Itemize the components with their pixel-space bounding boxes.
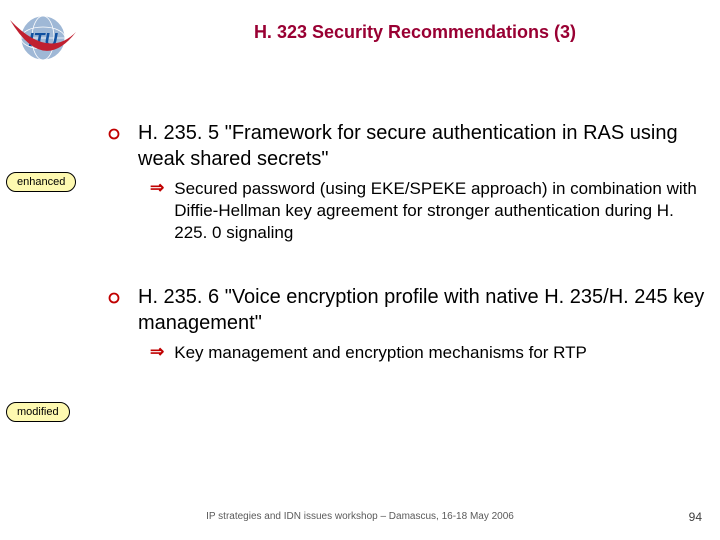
sub-item: ⇒ Key management and encryption mechanis… (150, 342, 710, 364)
footer-text: IP strategies and IDN issues workshop – … (0, 511, 720, 522)
bullet-text: H. 235. 6 "Voice encryption profile with… (138, 284, 710, 336)
sub-item: ⇒ Secured password (using EKE/SPEKE appr… (150, 178, 710, 244)
arrow-icon: ⇒ (150, 178, 164, 198)
circle-bullet-icon (108, 127, 120, 145)
bullet-item: H. 235. 5 "Framework for secure authenti… (0, 120, 710, 172)
slide-title-text: H. 323 Security Recommendations (3) (254, 22, 576, 42)
itu-logo: ITU (8, 10, 78, 80)
circle-bullet-icon (108, 291, 120, 309)
arrow-icon: ⇒ (150, 342, 164, 362)
badge-modified: modified (6, 402, 70, 422)
bullet-text: H. 235. 5 "Framework for secure authenti… (138, 120, 710, 172)
content-area: H. 235. 5 "Framework for secure authenti… (0, 120, 710, 386)
page-number: 94 (689, 510, 702, 524)
sub-text: Key management and encryption mechanisms… (174, 342, 710, 364)
bullet-item: H. 235. 6 "Voice encryption profile with… (0, 284, 710, 336)
badge-modified-text: modified (17, 406, 59, 418)
slide-title: H. 323 Security Recommendations (3) (130, 22, 700, 43)
sub-text: Secured password (using EKE/SPEKE approa… (174, 178, 710, 244)
